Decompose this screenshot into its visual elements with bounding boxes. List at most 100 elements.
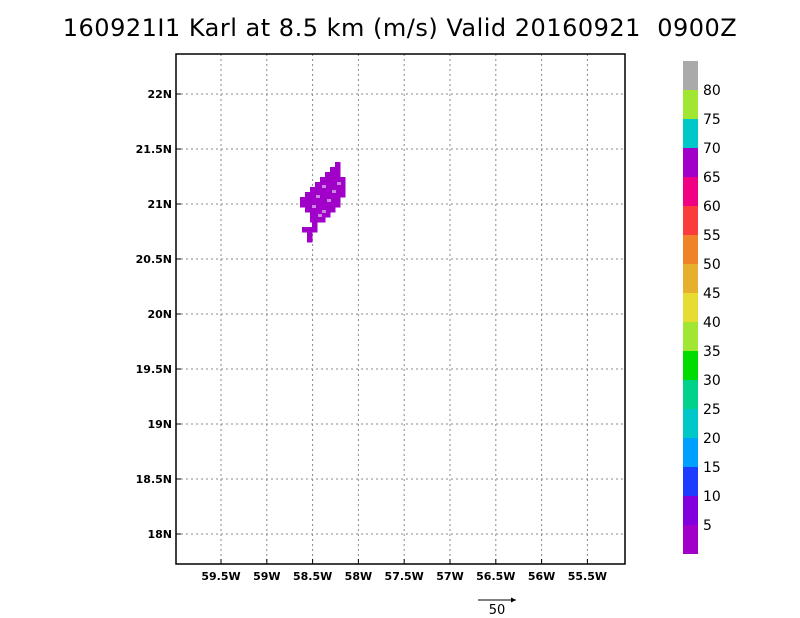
lon-tick-label: 59W (253, 570, 280, 583)
map-frame (175, 53, 626, 565)
wind-cell (320, 197, 326, 203)
colorbar-swatch (683, 177, 698, 206)
lon-tick-label: 57W (436, 570, 463, 583)
wind-cell (330, 207, 336, 213)
colorbar-swatch (683, 235, 698, 264)
wind-cell (310, 197, 316, 203)
wind-vector-mark (332, 190, 336, 193)
wind-cell (340, 182, 346, 188)
wind-cell (310, 192, 316, 198)
colorbar-label: 70 (703, 141, 721, 157)
wind-cell (335, 202, 341, 208)
wind-cell (310, 207, 316, 213)
colorbar-label: 30 (703, 373, 721, 389)
wind-cell (330, 197, 336, 203)
wind-cell (312, 227, 318, 233)
lon-tick-label: 59.5W (201, 570, 240, 583)
wind-cell (310, 217, 316, 223)
wind-cell (340, 187, 346, 193)
grid-lines (176, 54, 625, 564)
wind-cell (325, 202, 331, 208)
colorbar-swatch (683, 61, 698, 90)
wind-region (300, 162, 346, 243)
wind-cell (325, 187, 331, 193)
lon-tick-label: 56.5W (476, 570, 515, 583)
wind-cell (310, 212, 316, 218)
colorbar-swatch (683, 293, 698, 322)
wind-cell (335, 197, 341, 203)
wind-vector-mark (322, 210, 326, 213)
colorbar-label: 25 (703, 402, 721, 418)
wind-cell (325, 212, 331, 218)
lat-tick-label: 21N (147, 198, 172, 211)
wind-cell (312, 222, 318, 228)
wind-vector-mark (316, 195, 320, 198)
colorbar-swatch (683, 148, 698, 177)
wind-cell (310, 187, 316, 193)
wind-cell (325, 172, 331, 178)
wind-cell (325, 207, 331, 213)
colorbar-swatch (683, 438, 698, 467)
wind-cell (315, 207, 321, 213)
wind-cell (340, 177, 346, 183)
colorbar-label: 50 (703, 257, 721, 273)
lon-tick-label: 55.5W (568, 570, 607, 583)
wind-vector-mark (327, 199, 331, 202)
lat-tick-label: 22N (147, 88, 172, 101)
lon-tick-label: 57.5W (385, 570, 424, 583)
colorbar-swatch (683, 467, 698, 496)
lon-tick-label: 58.5W (293, 570, 332, 583)
wind-cell (335, 187, 341, 193)
wind-cell (307, 237, 313, 243)
lat-tick-label: 18N (147, 528, 172, 541)
wind-cell (335, 172, 341, 178)
lat-tick-label: 21.5N (136, 143, 172, 156)
wind-cell (320, 187, 326, 193)
colorbar-swatch (683, 322, 698, 351)
wind-cell (315, 197, 321, 203)
colorbar-label: 45 (703, 286, 721, 302)
lat-tick-label: 19.5N (136, 363, 172, 376)
wind-cell (325, 192, 331, 198)
colorbar-swatch (683, 409, 698, 438)
colorbar-label: 10 (703, 489, 721, 505)
wind-cell (305, 207, 311, 213)
colorbar-swatch (683, 206, 698, 235)
vector-legend: 50 (478, 597, 516, 618)
wind-cell (330, 172, 336, 178)
wind-vector-mark (312, 205, 316, 208)
lon-axis: 59.5W 59W 58.5W 58W 57.5W 57W 56.5W 56W 55.5W (201, 559, 607, 583)
colorbar-label: 35 (703, 344, 721, 360)
wind-cell (330, 202, 336, 208)
wind-cell (330, 192, 336, 198)
wind-cell (315, 182, 321, 188)
lon-tick-label: 56W (528, 570, 555, 583)
wind-cell (335, 167, 341, 173)
wind-cell (340, 192, 346, 198)
wind-cell (330, 182, 336, 188)
wind-cell (320, 192, 326, 198)
colorbar: 5 10 15 20 25 30 35 40 45 50 55 60 65 70 75 80 (683, 61, 721, 554)
lon-tick-label: 58W (345, 570, 372, 583)
wind-cell (325, 177, 331, 183)
wind-cell (300, 197, 306, 203)
lat-tick-label: 18.5N (136, 473, 172, 486)
colorbar-swatch (683, 351, 698, 380)
wind-cell (300, 202, 306, 208)
colorbar-label: 65 (703, 170, 721, 186)
wind-cell (320, 182, 326, 188)
wind-cell (325, 182, 331, 188)
colorbar-label: 40 (703, 315, 721, 331)
wind-cell (320, 207, 326, 213)
wind-cell (310, 202, 316, 208)
colorbar-label: 20 (703, 431, 721, 447)
wind-vector-mark (322, 185, 326, 188)
colorbar-label: 60 (703, 199, 721, 215)
lat-tick-label: 20N (147, 308, 172, 321)
vector-arrow-head (511, 597, 516, 603)
colorbar-swatch (683, 264, 698, 293)
wind-vector-mark (337, 182, 341, 185)
wind-cell (305, 192, 311, 198)
wind-cell (320, 202, 326, 208)
